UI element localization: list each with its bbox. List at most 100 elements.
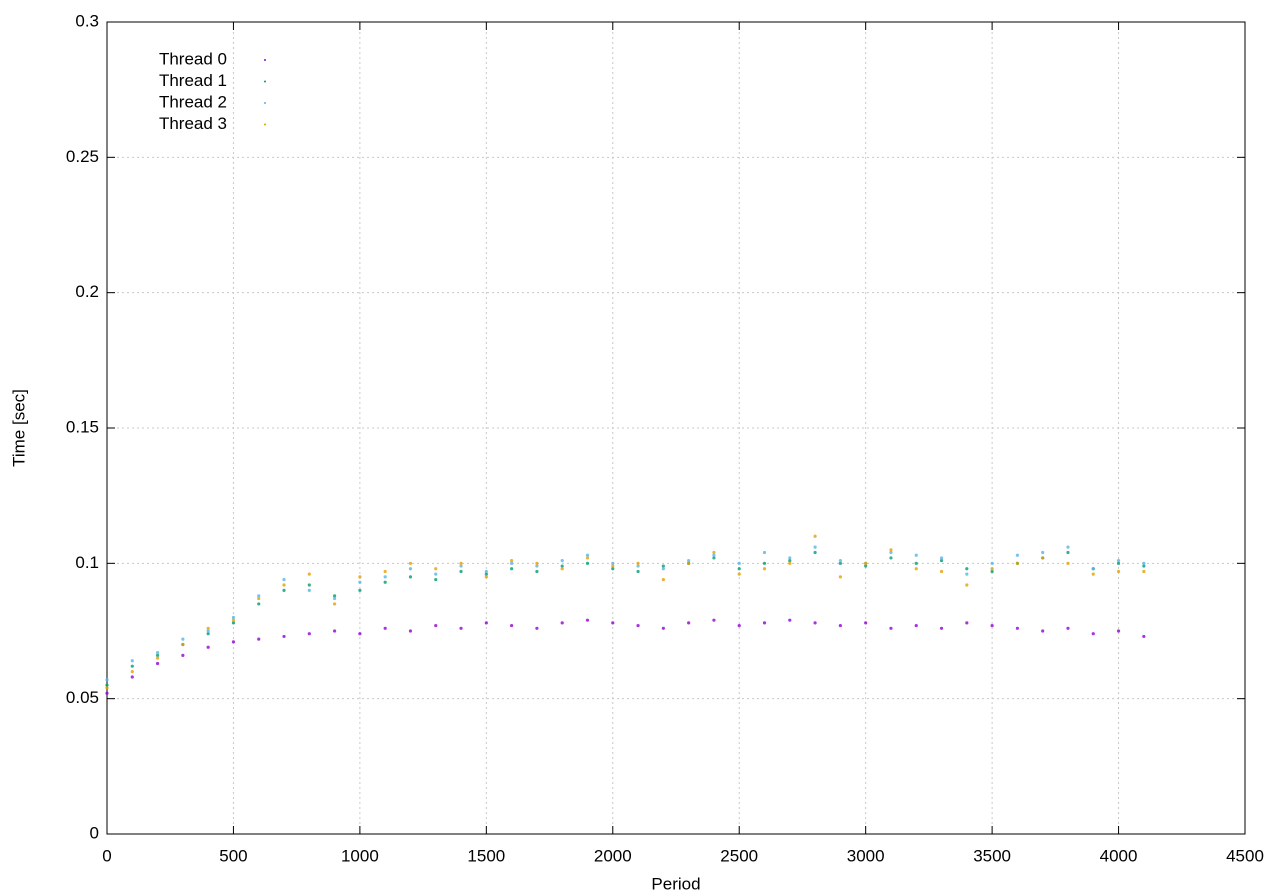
point: [560, 564, 564, 568]
point: [813, 621, 817, 625]
legend-label: Thread 0: [159, 49, 227, 68]
point: [864, 621, 868, 625]
point: [737, 623, 741, 628]
point: [231, 640, 236, 644]
legend-marker: [264, 80, 266, 83]
point: [434, 623, 438, 628]
x-tick-label: 1500: [467, 846, 505, 865]
point: [105, 686, 109, 690]
point: [712, 550, 716, 555]
point: [813, 550, 817, 555]
point: [535, 561, 539, 565]
point: [459, 569, 463, 574]
point: [1041, 556, 1045, 560]
point: [535, 564, 539, 568]
y-tick-label: 0.2: [75, 282, 99, 301]
point: [661, 567, 665, 571]
point: [611, 561, 615, 565]
point: [257, 637, 261, 641]
point: [333, 602, 337, 606]
point: [484, 569, 488, 574]
point: [408, 629, 413, 633]
plot-frame: [106, 21, 1246, 835]
point: [712, 553, 716, 557]
point: [661, 564, 665, 568]
point: [358, 580, 362, 584]
point: [1116, 569, 1121, 574]
point: [408, 575, 413, 579]
point: [838, 561, 842, 565]
legend-marker: [264, 59, 266, 61]
point: [383, 569, 387, 574]
point: [1142, 569, 1146, 574]
point: [1015, 553, 1020, 557]
point: [333, 629, 337, 633]
point: [307, 588, 311, 593]
point: [611, 621, 615, 625]
legend-marker: [264, 123, 266, 126]
point: [1116, 559, 1121, 563]
point: [914, 553, 918, 557]
point: [155, 651, 160, 655]
point: [1066, 550, 1070, 555]
point: [155, 661, 160, 666]
point: [636, 561, 640, 565]
point: [1142, 564, 1146, 568]
point: [990, 561, 994, 565]
point: [611, 567, 615, 571]
point: [1091, 572, 1095, 576]
point: [231, 621, 236, 625]
legend-marker: [264, 102, 266, 104]
point: [307, 583, 311, 587]
point: [762, 567, 767, 571]
point: [889, 626, 893, 630]
x-tick-label: 4500: [1226, 846, 1264, 865]
point: [484, 621, 488, 625]
point: [282, 588, 286, 593]
point: [939, 569, 944, 574]
point: [864, 564, 868, 568]
x-axis-label: Period: [651, 874, 700, 893]
point: [788, 618, 792, 622]
point: [257, 596, 261, 601]
point: [737, 572, 741, 576]
y-tick-label: 0: [90, 823, 99, 842]
point: [560, 559, 564, 563]
y-tick-label: 0.15: [66, 417, 99, 436]
point: [383, 580, 387, 584]
point: [1116, 561, 1121, 565]
point: [813, 545, 817, 549]
point: [535, 626, 539, 630]
point: [1091, 632, 1095, 636]
point: [585, 618, 590, 622]
point: [206, 632, 210, 636]
point: [661, 626, 665, 630]
point: [939, 626, 944, 630]
point: [1091, 567, 1095, 571]
point: [687, 621, 691, 625]
point: [990, 623, 994, 628]
point: [712, 618, 716, 622]
point: [1116, 629, 1121, 633]
x-tick-label: 2000: [594, 846, 632, 865]
x-tick-label: 4000: [1100, 846, 1138, 865]
y-tick-label: 0.05: [66, 688, 99, 707]
point: [434, 572, 438, 576]
point: [788, 559, 792, 563]
point: [130, 675, 134, 679]
point: [535, 569, 539, 574]
y-tick-label: 0.25: [66, 147, 99, 166]
point: [838, 623, 842, 628]
point: [661, 577, 665, 582]
point: [889, 550, 893, 555]
point: [1066, 626, 1070, 630]
point: [434, 567, 438, 571]
point: [939, 556, 944, 560]
x-tick-label: 0: [102, 846, 111, 865]
point: [560, 621, 564, 625]
y-tick-label: 0.3: [75, 11, 99, 30]
point: [484, 575, 488, 579]
point: [737, 561, 741, 565]
point: [105, 678, 109, 682]
